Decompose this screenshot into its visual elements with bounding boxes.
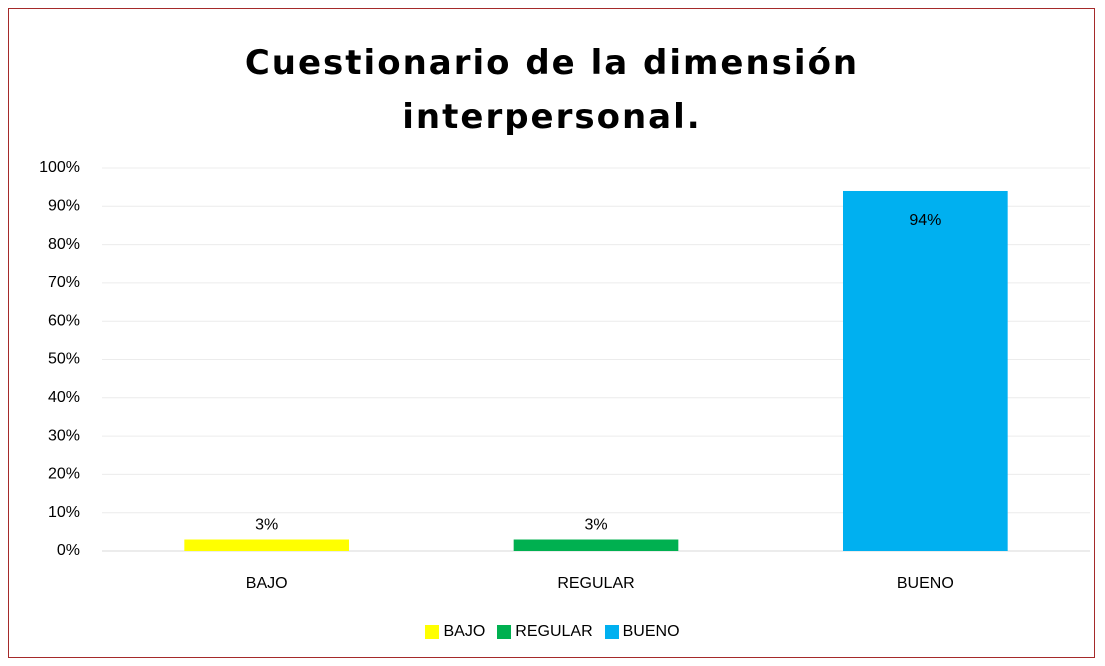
chart-title: Cuestionario de la dimensión interperson… [244,43,860,137]
chart-border [8,8,1095,658]
y-tick-label: 100% [39,159,80,176]
legend: BAJO REGULAR BUENO [0,623,1105,641]
legend-label: BAJO [443,623,486,640]
y-tick-label: 90% [48,198,80,215]
legend-label: BUENO [622,623,680,640]
y-tick-label: 80% [48,236,80,253]
x-tick-label: BUENO [897,575,954,592]
legend-swatch [604,625,619,639]
legend-swatch [497,625,512,639]
y-tick-label: 70% [48,274,80,291]
x-tick-label: REGULAR [557,575,634,592]
legend-swatch [425,625,440,639]
legend-label: REGULAR [515,623,593,640]
y-tick-label: 50% [48,351,80,368]
data-label: 94% [909,212,941,229]
x-tick-label: BAJO [246,575,288,592]
y-tick-label: 0% [57,542,80,559]
bar [513,539,679,551]
y-tick-label: 40% [48,389,80,406]
y-tick-label: 60% [48,312,80,329]
y-tick-label: 10% [48,504,80,521]
legend-item: BAJO [425,623,485,641]
y-tick-label: 20% [48,466,80,483]
y-tick-label: 30% [48,427,80,444]
bar [184,539,349,551]
legend-item: REGULAR [497,623,593,641]
legend-item: BUENO [604,623,680,641]
data-label: 3% [255,517,278,534]
bar [843,190,1008,552]
data-label: 3% [584,517,607,534]
